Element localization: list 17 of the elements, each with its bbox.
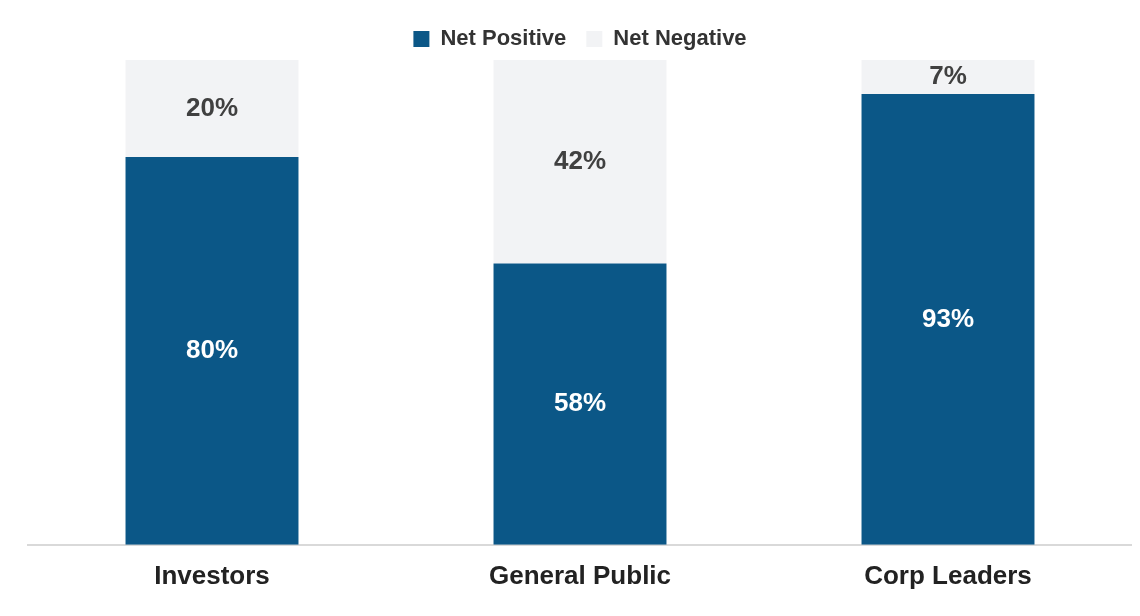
x-tick-label: Corp Leaders	[864, 559, 1032, 590]
bar	[125, 156, 299, 545]
legend-label: Net Positive	[440, 25, 567, 51]
x-tick-label: General Public	[488, 559, 672, 590]
data-label: 93%	[921, 302, 975, 333]
bar	[493, 263, 667, 545]
data-label: 7%	[929, 60, 967, 91]
x-tick-label: Investors	[154, 559, 270, 590]
legend-label: Net Negative	[613, 25, 747, 51]
data-label: 80%	[185, 334, 239, 365]
data-label: 58%	[553, 387, 607, 418]
bar	[861, 60, 1035, 94]
data-label: 42%	[553, 144, 607, 175]
bar	[125, 60, 299, 157]
bar	[493, 60, 667, 264]
bar	[861, 93, 1035, 545]
data-label: 20%	[185, 91, 239, 122]
